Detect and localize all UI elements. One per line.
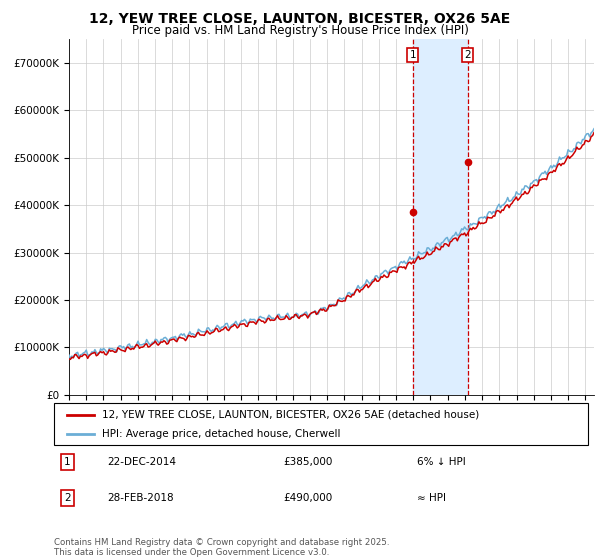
Bar	[413, 39, 467, 395]
Text: Price paid vs. HM Land Registry's House Price Index (HPI): Price paid vs. HM Land Registry's House …	[131, 24, 469, 37]
Text: 1: 1	[409, 50, 416, 60]
Text: £490,000: £490,000	[284, 493, 333, 503]
Text: 2: 2	[464, 50, 471, 60]
Text: £385,000: £385,000	[284, 457, 333, 467]
Text: Contains HM Land Registry data © Crown copyright and database right 2025.
This d: Contains HM Land Registry data © Crown c…	[54, 538, 389, 557]
Text: ≈ HPI: ≈ HPI	[417, 493, 446, 503]
Text: 28-FEB-2018: 28-FEB-2018	[107, 493, 174, 503]
Text: 12, YEW TREE CLOSE, LAUNTON, BICESTER, OX26 5AE: 12, YEW TREE CLOSE, LAUNTON, BICESTER, O…	[89, 12, 511, 26]
Text: 12, YEW TREE CLOSE, LAUNTON, BICESTER, OX26 5AE (detached house): 12, YEW TREE CLOSE, LAUNTON, BICESTER, O…	[102, 409, 479, 419]
Text: 2: 2	[64, 493, 71, 503]
Text: 1: 1	[64, 457, 71, 467]
Text: 22-DEC-2014: 22-DEC-2014	[107, 457, 176, 467]
Text: 6% ↓ HPI: 6% ↓ HPI	[417, 457, 466, 467]
FancyBboxPatch shape	[54, 403, 588, 445]
Text: HPI: Average price, detached house, Cherwell: HPI: Average price, detached house, Cher…	[102, 429, 341, 439]
